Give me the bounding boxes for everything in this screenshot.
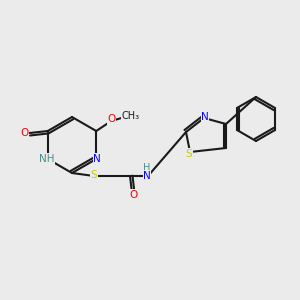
Text: H: H (143, 163, 151, 173)
Text: O: O (130, 190, 138, 200)
Text: O: O (21, 128, 29, 138)
Text: S: S (186, 149, 192, 159)
Text: S: S (91, 170, 97, 180)
Text: N: N (93, 154, 101, 164)
Text: CH₃: CH₃ (121, 111, 139, 121)
Text: N: N (143, 171, 151, 181)
Text: O: O (107, 114, 116, 124)
Text: NH: NH (39, 154, 55, 164)
Text: N: N (201, 112, 209, 122)
